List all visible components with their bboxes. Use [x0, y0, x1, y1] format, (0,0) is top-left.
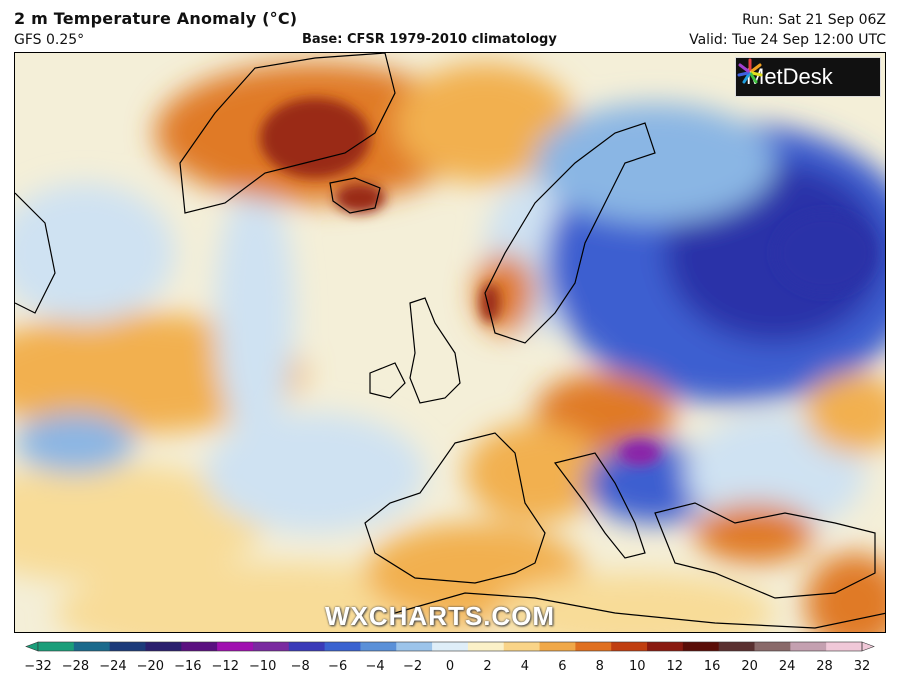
- logo-text: MetDesk: [746, 64, 833, 89]
- legend-tick-label: −8: [291, 659, 310, 674]
- legend-tick-label: 0: [446, 659, 454, 674]
- climatology-base-label: Base: CFSR 1979-2010 climatology: [302, 32, 557, 47]
- legend-swatch: [611, 642, 648, 651]
- legend-tick-label: 20: [741, 659, 758, 674]
- legend-outline: [37, 641, 863, 652]
- watermark: WXCHARTS.COM: [325, 601, 556, 631]
- legend-swatch: [432, 642, 469, 651]
- legend-tick-label: 4: [521, 659, 529, 674]
- legend-tick-label: 2: [483, 659, 491, 674]
- legend-swatch: [790, 642, 827, 651]
- legend-tick-label: 24: [779, 659, 796, 674]
- legend-arrow-high: [861, 641, 875, 652]
- legend-swatch: [647, 642, 684, 651]
- legend-swatch: [73, 642, 111, 651]
- legend-tick-label: −10: [249, 659, 276, 674]
- legend-labels: −32 −28 −24 −20 −16 −12 −10 −8 −6 −4 −2 0 2 4 6 8 10 12 16…: [24, 659, 870, 674]
- legend-swatch: [252, 642, 290, 651]
- anomaly-map: MetDesk WXCHARTS.COM: [14, 52, 886, 633]
- metdesk-logo: MetDesk: [735, 57, 881, 97]
- legend-swatch: [109, 642, 146, 651]
- legend-swatch: [217, 642, 254, 651]
- legend-arrow-low: [25, 641, 39, 652]
- chart-title: 2 m Temperature Anomaly (°C): [14, 9, 298, 28]
- legend-tick-label: −2: [403, 659, 422, 674]
- metdesk-star-icon: [737, 58, 763, 84]
- valid-time-label: Valid: Tue 24 Sep 12:00 UTC: [689, 32, 886, 48]
- legend-tick-label: −20: [137, 659, 164, 674]
- legend-tick-label: 16: [704, 659, 721, 674]
- color-legend: −32 −28 −24 −20 −16 −12 −10 −8 −6 −4 −2 0 2 4 6 8 10 12 16…: [24, 641, 875, 674]
- legend-swatch: [145, 642, 182, 651]
- legend-swatch: [38, 642, 75, 651]
- legend-swatch: [288, 642, 326, 651]
- legend-swatch: [360, 642, 397, 651]
- legend-swatch: [826, 642, 863, 651]
- legend-tick-label: 8: [596, 659, 604, 674]
- legend-swatch: [682, 642, 720, 651]
- legend-tick-label: −32: [24, 659, 51, 674]
- legend-tick-label: 32: [854, 659, 871, 674]
- legend-tick-label: 28: [816, 659, 833, 674]
- legend-tick-label: −24: [99, 659, 126, 674]
- legend-tick-label: −4: [366, 659, 385, 674]
- map-canvas: [15, 53, 885, 632]
- legend-swatch: [718, 642, 756, 651]
- legend-swatch: [467, 642, 505, 651]
- run-time-label: Run: Sat 21 Sep 06Z: [742, 12, 886, 28]
- legend-swatch: [539, 642, 576, 651]
- legend-tick-label: 6: [558, 659, 566, 674]
- legend-swatch: [324, 642, 361, 651]
- legend-tick-label: −6: [328, 659, 347, 674]
- legend-swatch: [396, 642, 433, 651]
- legend-tick-label: 12: [666, 659, 683, 674]
- anomaly-field: [15, 63, 885, 632]
- legend-bar: [25, 641, 875, 652]
- anomaly-hotspots: [260, 98, 875, 465]
- legend-swatch: [754, 642, 791, 651]
- legend-swatch: [503, 642, 541, 651]
- legend-swatch: [181, 642, 218, 651]
- coastlines: [15, 53, 885, 629]
- legend-tick-label: −16: [174, 659, 201, 674]
- model-label: GFS 0.25°: [14, 32, 85, 48]
- legend-swatch: [575, 642, 612, 651]
- legend-tick-label: −28: [62, 659, 89, 674]
- legend-tick-label: 10: [629, 659, 646, 674]
- legend-tick-label: −12: [212, 659, 239, 674]
